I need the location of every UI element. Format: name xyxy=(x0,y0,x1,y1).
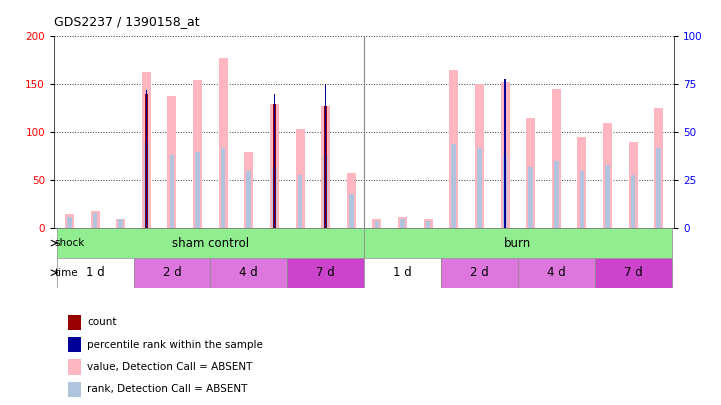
Bar xyxy=(654,109,663,228)
Bar xyxy=(167,96,177,228)
Bar xyxy=(554,161,559,228)
Bar xyxy=(503,156,508,228)
Text: 1 d: 1 d xyxy=(86,266,105,279)
Text: 7 d: 7 d xyxy=(624,266,642,279)
Bar xyxy=(500,83,510,228)
Bar xyxy=(504,83,506,228)
Bar xyxy=(629,142,637,228)
Bar xyxy=(133,258,211,288)
Bar xyxy=(349,194,353,228)
Bar xyxy=(398,217,407,228)
Bar xyxy=(287,258,364,288)
Text: 2 d: 2 d xyxy=(162,266,181,279)
Bar xyxy=(93,213,97,228)
Bar xyxy=(57,228,364,258)
Bar xyxy=(270,104,279,228)
Bar xyxy=(373,219,381,228)
Text: 4 d: 4 d xyxy=(547,266,566,279)
Bar xyxy=(552,89,561,228)
Bar xyxy=(451,144,456,228)
Bar xyxy=(441,258,518,288)
Bar xyxy=(296,128,304,228)
Text: time: time xyxy=(55,268,78,278)
Text: rank, Detection Call = ABSENT: rank, Detection Call = ABSENT xyxy=(87,384,247,394)
Bar xyxy=(247,171,251,228)
Bar xyxy=(118,219,123,228)
Bar xyxy=(274,94,275,228)
Bar xyxy=(605,165,610,228)
Bar xyxy=(244,151,253,228)
Bar xyxy=(656,148,661,228)
Text: burn: burn xyxy=(504,237,531,249)
Bar xyxy=(475,84,484,228)
Text: sham control: sham control xyxy=(172,237,249,249)
Bar xyxy=(321,106,330,228)
Bar xyxy=(364,258,441,288)
Bar xyxy=(324,106,327,228)
Bar xyxy=(211,258,287,288)
Bar xyxy=(142,72,151,228)
Bar xyxy=(67,217,72,228)
Bar xyxy=(578,137,586,228)
Text: count: count xyxy=(87,318,117,327)
Bar xyxy=(400,219,405,228)
Text: shock: shock xyxy=(55,238,85,248)
Bar xyxy=(631,175,635,228)
Bar xyxy=(195,151,200,228)
Text: 4 d: 4 d xyxy=(239,266,258,279)
Bar xyxy=(325,84,327,228)
Bar xyxy=(526,118,535,228)
Bar xyxy=(272,167,277,228)
Bar xyxy=(323,156,328,228)
Bar xyxy=(218,58,228,228)
Bar xyxy=(146,90,147,228)
Text: 7 d: 7 d xyxy=(317,266,335,279)
Text: 1 d: 1 d xyxy=(393,266,412,279)
Bar xyxy=(193,80,202,228)
Bar xyxy=(528,167,533,228)
Bar xyxy=(518,258,595,288)
Text: percentile rank within the sample: percentile rank within the sample xyxy=(87,340,263,350)
Text: value, Detection Call = ABSENT: value, Detection Call = ABSENT xyxy=(87,362,252,372)
Bar xyxy=(595,258,671,288)
Bar xyxy=(221,148,226,228)
Bar xyxy=(347,173,355,228)
Bar xyxy=(116,219,125,228)
Bar xyxy=(424,219,433,228)
Bar xyxy=(603,123,612,228)
Bar xyxy=(426,221,430,228)
Bar xyxy=(144,142,149,228)
Bar xyxy=(169,156,174,228)
Bar xyxy=(375,221,379,228)
Bar xyxy=(273,104,275,228)
Bar xyxy=(145,94,148,228)
Bar xyxy=(91,211,99,228)
Bar xyxy=(580,171,584,228)
Bar xyxy=(364,228,671,258)
Bar xyxy=(57,258,133,288)
Bar xyxy=(477,148,482,228)
Bar xyxy=(65,214,74,228)
Text: GDS2237 / 1390158_at: GDS2237 / 1390158_at xyxy=(54,15,200,28)
Bar xyxy=(449,70,459,228)
Text: 2 d: 2 d xyxy=(470,266,489,279)
Bar xyxy=(298,175,302,228)
